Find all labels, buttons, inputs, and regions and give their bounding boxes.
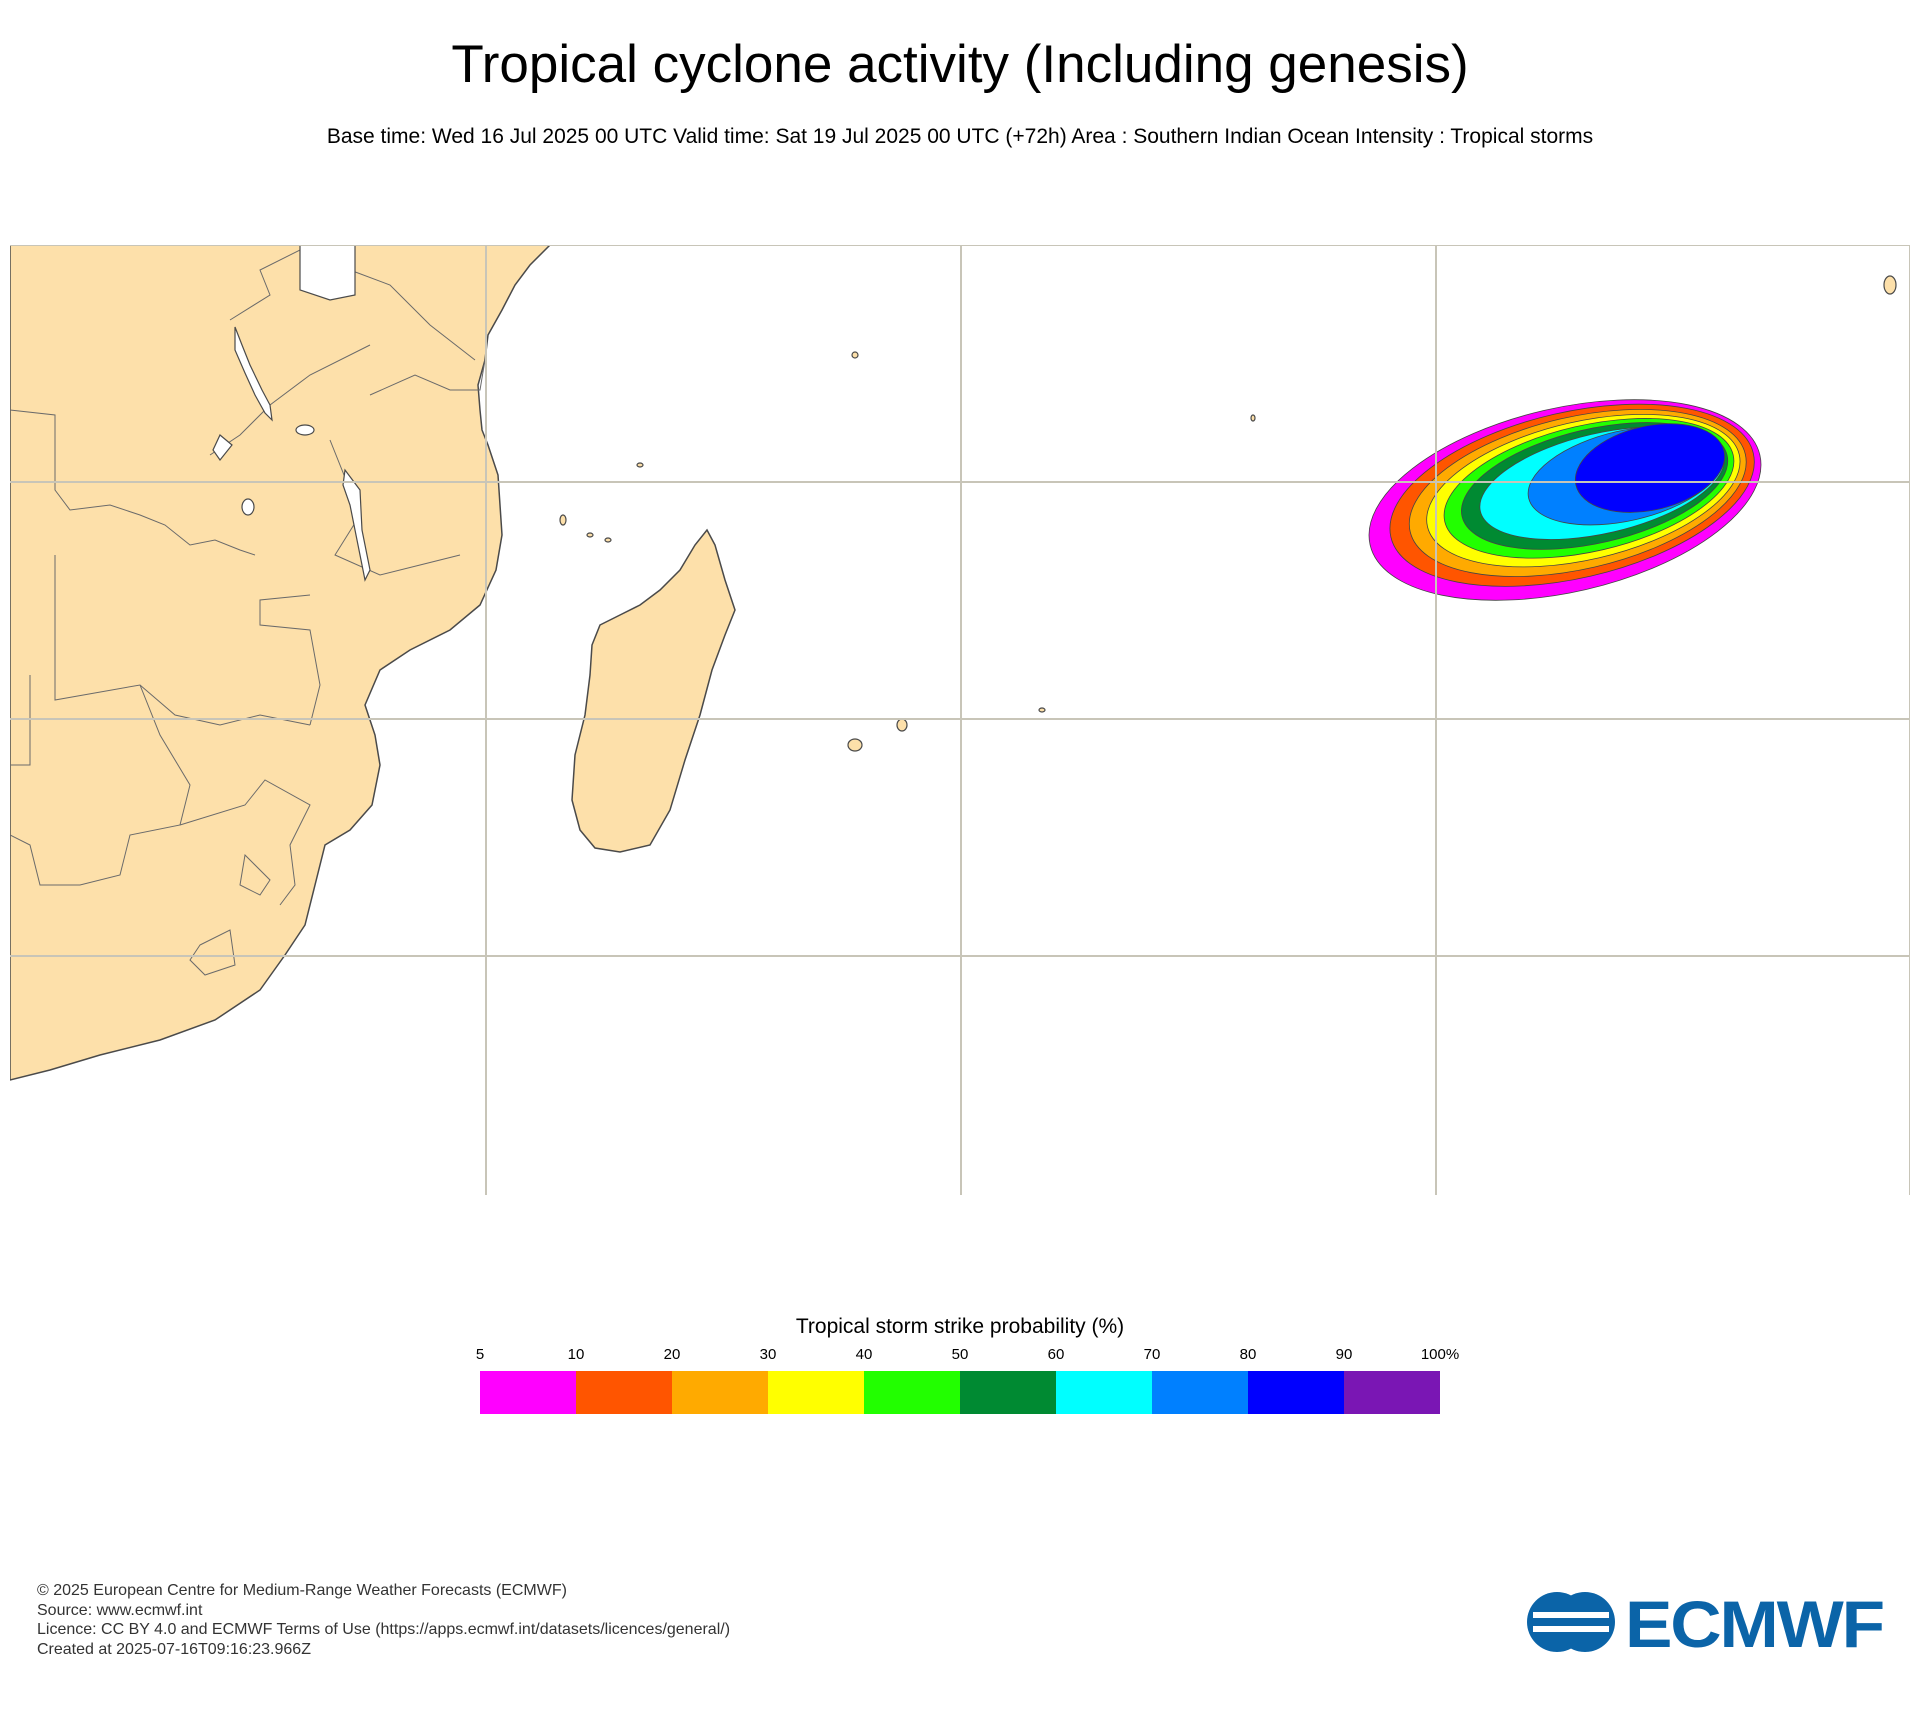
footer-copyright: © 2025 European Centre for Medium-Range … (37, 1582, 567, 1599)
legend-swatch (576, 1371, 672, 1414)
legend-tick-label: 90 (1335, 1346, 1353, 1363)
legend-swatch (1344, 1371, 1440, 1414)
legend-swatch (960, 1371, 1056, 1414)
legend-swatch (672, 1371, 768, 1414)
prob-80-90 (1574, 423, 1726, 513)
legend-tick-label: 70 (1143, 1346, 1161, 1363)
legend-ticks: 5 10 20 30 40 50 60 70 80 90 100% (0, 1346, 1920, 1366)
legend-tick-label: 5 (475, 1346, 485, 1363)
legend-tick-label: 30 (759, 1346, 777, 1363)
legend-colorbar (480, 1371, 1440, 1414)
ecmwf-logo: ECMWF (1527, 1590, 1885, 1654)
madagascar-land (571, 528, 736, 853)
footer-licence: Licence: CC BY 4.0 and ECMWF Terms of Us… (37, 1621, 731, 1638)
legend-swatch (864, 1371, 960, 1414)
legend-tick-label: 40 (855, 1346, 873, 1363)
legend-swatch (1248, 1371, 1344, 1414)
page-subtitle: Base time: Wed 16 Jul 2025 00 UTC Valid … (326, 125, 1594, 148)
islands (559, 275, 1897, 752)
legend-tick-label: 100% (1420, 1346, 1460, 1363)
legend-swatch (1056, 1371, 1152, 1414)
legend-swatch (1152, 1371, 1248, 1414)
legend-tick-label: 80 (1239, 1346, 1257, 1363)
footer: © 2025 European Centre for Medium-Range … (37, 1581, 730, 1659)
footer-created: Created at 2025-07-16T09:16:23.966Z (37, 1640, 311, 1658)
forecast-map (10, 245, 1910, 1195)
legend-title: Tropical storm strike probability (%) (795, 1315, 1125, 1338)
legend-tick-label: 50 (951, 1346, 969, 1363)
legend-tick-label: 60 (1047, 1346, 1065, 1363)
legend-tick-label: 10 (567, 1346, 585, 1363)
grid-lines (10, 245, 1910, 1195)
lakes (212, 245, 371, 582)
logo-text: ECMWF (1625, 1590, 1883, 1654)
probability-contours (1368, 399, 1762, 601)
legend-swatch (768, 1371, 864, 1414)
page-title: Tropical cyclone activity (Including gen… (451, 35, 1469, 94)
footer-source: Source: www.ecmwf.int (37, 1601, 203, 1619)
legend-tick-label: 20 (663, 1346, 681, 1363)
legend-swatch (480, 1371, 576, 1414)
